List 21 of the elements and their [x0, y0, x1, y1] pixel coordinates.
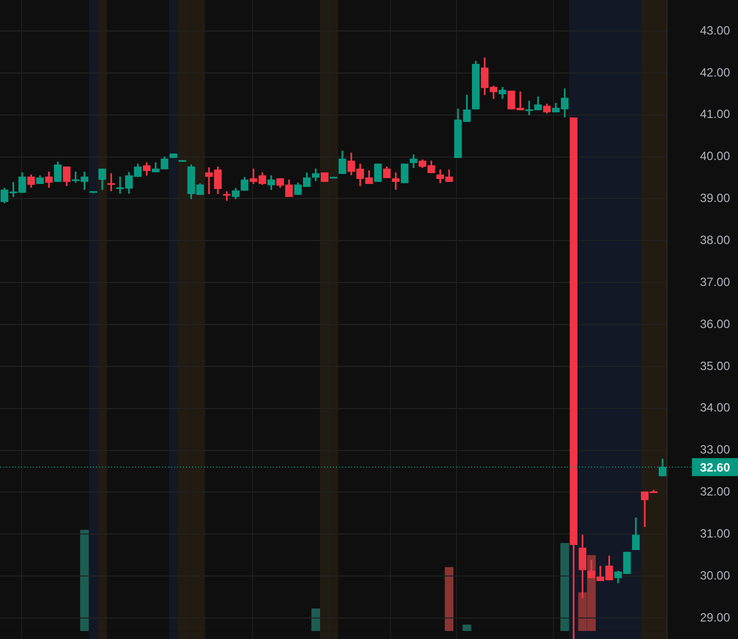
y-tick-label: 36.00 — [700, 316, 730, 331]
bar — [462, 624, 472, 631]
y-tick-label: 43.00 — [700, 23, 730, 38]
bar — [311, 608, 320, 631]
y-tick-label: 30.00 — [700, 568, 730, 582]
ref-line-label: 32.60 — [700, 460, 730, 474]
bar — [80, 530, 89, 631]
y-tick-label: 41.00 — [700, 107, 730, 122]
y-tick-label: 40.00 — [700, 149, 730, 164]
y-tick-label: 37.00 — [700, 274, 730, 289]
y-tick-label: 35.00 — [700, 358, 730, 373]
bar — [444, 567, 454, 631]
y-tick-label: 29.00 — [700, 610, 730, 624]
y-tick-label: 31.00 — [700, 526, 730, 540]
bar — [560, 542, 570, 631]
y-tick-label: 32.00 — [700, 484, 730, 499]
y-tick-label: 38.00 — [700, 232, 730, 247]
y-tick-label: 34.00 — [700, 400, 730, 415]
y-tick-label: 39.00 — [700, 191, 730, 206]
y-tick-label: 42.00 — [700, 65, 730, 80]
y-tick-label: 33.00 — [700, 442, 730, 457]
